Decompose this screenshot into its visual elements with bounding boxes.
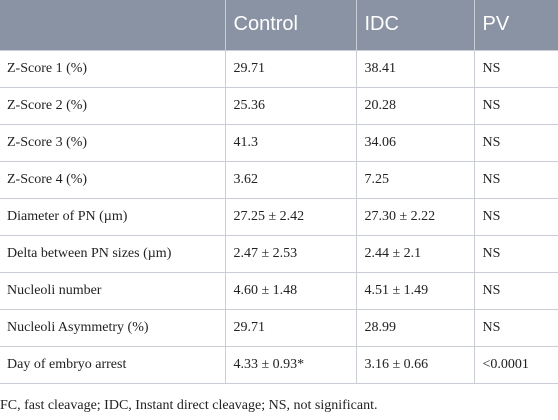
table-footnote: FC, fast cleavage; IDC, Instant direct c… xyxy=(0,398,378,413)
header-cell-pv: PV xyxy=(473,0,558,50)
pv-value: NS xyxy=(473,86,558,125)
table-row: Z-Score 3 (%) 41.3 34.06 NS xyxy=(0,123,558,162)
control-value: 29.71 xyxy=(224,308,357,347)
pv-value: NS xyxy=(473,49,558,88)
control-value: 25.36 xyxy=(224,86,357,125)
row-label: Z-Score 3 (%) xyxy=(0,123,226,162)
control-value: 3.62 xyxy=(224,160,357,199)
header-cell-control: Control xyxy=(224,0,356,50)
row-label: Day of embryo arrest xyxy=(0,345,226,384)
control-value: 4.60 ± 1.48 xyxy=(224,271,357,310)
row-label: Z-Score 4 (%) xyxy=(0,160,226,199)
idc-value: 38.41 xyxy=(355,49,475,88)
pv-value: NS xyxy=(473,160,558,199)
row-label: Diameter of PN (µm) xyxy=(0,197,226,236)
pv-value: NS xyxy=(473,123,558,162)
row-label: Nucleoli Asymmetry (%) xyxy=(0,308,226,347)
control-value: 4.33 ± 0.93* xyxy=(224,345,357,384)
idc-value: 34.06 xyxy=(355,123,475,162)
table-row: Nucleoli Asymmetry (%) 29.71 28.99 NS xyxy=(0,308,558,347)
control-value: 41.3 xyxy=(224,123,357,162)
idc-value: 4.51 ± 1.49 xyxy=(355,271,475,310)
header-cell-label xyxy=(0,0,225,50)
control-value: 2.47 ± 2.53 xyxy=(224,234,357,273)
table-row: Day of embryo arrest 4.33 ± 0.93* 3.16 ±… xyxy=(0,345,558,384)
pv-value: NS xyxy=(473,197,558,236)
header-cell-idc: IDC xyxy=(355,0,474,50)
row-label: Nucleoli number xyxy=(0,271,226,310)
idc-value: 2.44 ± 2.1 xyxy=(355,234,475,273)
row-label: Delta between PN sizes (µm) xyxy=(0,234,226,273)
pv-value: NS xyxy=(473,308,558,347)
header-row: Control IDC PV xyxy=(0,0,558,50)
control-value: 27.25 ± 2.42 xyxy=(224,197,357,236)
idc-value: 7.25 xyxy=(355,160,475,199)
table-row: Nucleoli number 4.60 ± 1.48 4.51 ± 1.49 … xyxy=(0,271,558,310)
table-row: Z-Score 1 (%) 29.71 38.41 NS xyxy=(0,49,558,88)
row-label: Z-Score 1 (%) xyxy=(0,49,226,88)
table-row: Z-Score 2 (%) 25.36 20.28 NS xyxy=(0,86,558,125)
data-table: Control IDC PV Z-Score 1 (%) 29.71 38.41… xyxy=(0,0,558,384)
idc-value: 27.30 ± 2.22 xyxy=(355,197,475,236)
table-row: Delta between PN sizes (µm) 2.47 ± 2.53 … xyxy=(0,234,558,273)
idc-value: 28.99 xyxy=(355,308,475,347)
pv-value: NS xyxy=(473,271,558,310)
table-row: Z-Score 4 (%) 3.62 7.25 NS xyxy=(0,160,558,199)
control-value: 29.71 xyxy=(224,49,357,88)
row-label: Z-Score 2 (%) xyxy=(0,86,226,125)
table-row: Diameter of PN (µm) 27.25 ± 2.42 27.30 ±… xyxy=(0,197,558,236)
idc-value: 20.28 xyxy=(355,86,475,125)
pv-value: <0.0001 xyxy=(473,345,558,384)
idc-value: 3.16 ± 0.66 xyxy=(355,345,475,384)
pv-value: NS xyxy=(473,234,558,273)
